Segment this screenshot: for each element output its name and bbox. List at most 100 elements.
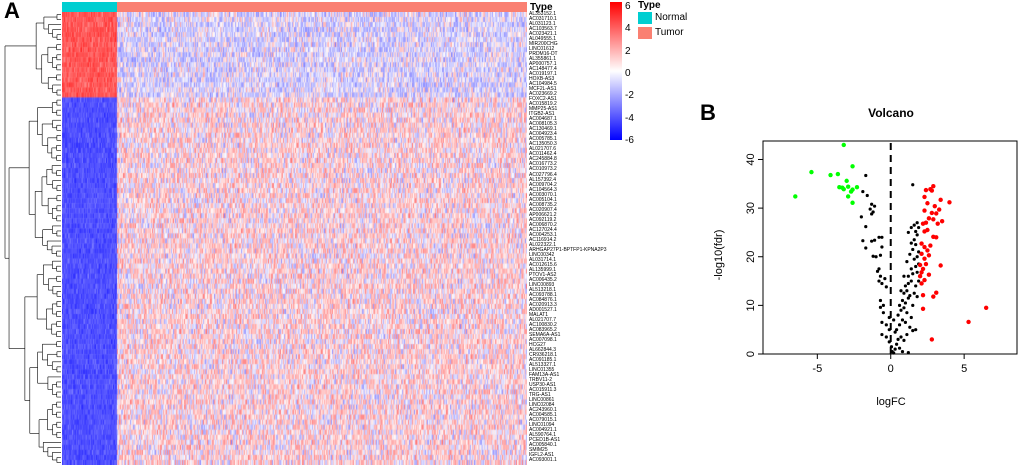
point-up xyxy=(929,188,935,193)
point-down xyxy=(835,171,841,177)
gene-label: AC007098.1 xyxy=(529,337,557,344)
point-up xyxy=(917,273,923,279)
point-ns xyxy=(909,315,913,320)
point-ns xyxy=(887,340,891,344)
gene-label: LINC00893 xyxy=(529,281,555,288)
point-ns xyxy=(915,221,919,225)
point-down xyxy=(850,200,855,205)
row-dendrogram xyxy=(4,14,61,463)
point-ns xyxy=(911,272,915,276)
point-ns xyxy=(911,247,915,252)
point-ns xyxy=(881,303,885,307)
gene-label: AP000757.1 xyxy=(529,61,557,68)
gene-label: AC019197.1 xyxy=(529,71,557,78)
point-ns xyxy=(880,235,884,239)
point-ns xyxy=(908,252,912,256)
gene-label: CR936218.1 xyxy=(529,352,558,359)
type-annotation-bar xyxy=(62,2,527,12)
gene-label: AC091185.1 xyxy=(529,357,557,364)
gene-label: AC005840.1 xyxy=(529,442,557,449)
gene-label: PCED1B-AS1 xyxy=(529,437,561,444)
point-ns xyxy=(880,332,884,337)
annotation-normal xyxy=(62,2,117,12)
point-ns xyxy=(914,242,918,247)
gene-label: AC008105.3 xyxy=(529,121,557,128)
point-down xyxy=(854,184,860,190)
gene-label: AC135050.3 xyxy=(529,141,557,148)
point-up xyxy=(922,208,927,213)
point-ns xyxy=(912,238,916,242)
point-ns xyxy=(914,328,918,332)
gene-label: MCF2L-AS1 xyxy=(529,86,557,93)
gene-label: AC104564.3 xyxy=(529,186,557,193)
point-ns xyxy=(906,274,910,278)
gene-label: MMP25-AS1 xyxy=(529,106,558,113)
point-ns xyxy=(875,269,880,273)
y-tick-label: 40 xyxy=(745,153,757,165)
point-up xyxy=(919,270,924,275)
gene-label: AC012615.6 xyxy=(529,261,557,268)
gene-label: SMIM25 xyxy=(529,447,548,454)
point-up xyxy=(938,263,943,268)
y-tick-label: 0 xyxy=(745,351,757,357)
point-ns xyxy=(871,254,875,258)
gene-label: LINC01355 xyxy=(529,367,555,374)
gene-label: AC015819.2 xyxy=(529,101,557,108)
gene-label: IGFL2-AS1 xyxy=(529,452,555,459)
gene-label: TRG-AS1 xyxy=(529,392,551,399)
point-ns xyxy=(870,239,874,243)
gene-label: AP006621.2 xyxy=(529,211,557,218)
point-ns xyxy=(909,241,913,245)
gene-label: SEMA6A-AS1 xyxy=(529,332,561,338)
point-ns xyxy=(902,306,906,310)
x-tick-label: 5 xyxy=(961,363,967,375)
y-axis-label: -log10(fdr) xyxy=(713,230,725,281)
gene-label: AL662844.3 xyxy=(529,347,556,354)
point-ns xyxy=(906,296,910,300)
point-ns xyxy=(877,235,881,239)
point-ns xyxy=(902,338,906,342)
gene-label: AD001527.1 xyxy=(529,306,557,313)
point-ns xyxy=(903,284,908,288)
point-ns xyxy=(917,225,921,230)
point-up xyxy=(923,220,929,225)
gene-label: AC010973.2 xyxy=(529,166,557,173)
point-down xyxy=(845,194,851,199)
gene-label: USP30-AS1 xyxy=(529,382,556,389)
gene-label: AL031123.1 xyxy=(529,21,556,28)
point-ns xyxy=(899,289,903,293)
point-up xyxy=(919,241,924,246)
point-down xyxy=(850,187,855,192)
gene-label: AC031710.1 xyxy=(529,16,557,23)
panel-b-label: B xyxy=(700,100,716,125)
point-ns xyxy=(864,224,868,229)
legend-swatch-tumor xyxy=(638,27,652,39)
x-axis-label: logFC xyxy=(876,396,905,408)
point-ns xyxy=(874,255,878,259)
y-tick-label: 30 xyxy=(745,202,757,214)
point-down xyxy=(845,184,851,189)
gene-label: AC130469.1 xyxy=(529,126,557,133)
point-ns xyxy=(897,303,902,307)
point-ns xyxy=(911,329,915,333)
point-ns xyxy=(893,330,897,334)
gene-label: AC005785.1 xyxy=(529,136,557,143)
point-ns xyxy=(877,279,881,283)
point-ns xyxy=(909,279,913,283)
point-up xyxy=(934,211,939,216)
gene-label: AC004253.1 xyxy=(529,231,557,238)
gene-label: AC116914.2 xyxy=(529,236,557,243)
point-up xyxy=(929,210,935,216)
gene-label: LINC02084 xyxy=(529,402,555,409)
gene-label: AC004923.4 xyxy=(529,131,557,138)
point-ns xyxy=(896,337,900,342)
point-up xyxy=(922,277,927,283)
gene-label: AC027796.4 xyxy=(529,171,557,178)
point-ns xyxy=(900,318,905,322)
point-ns xyxy=(868,207,872,211)
gene-label: AL021707.6 xyxy=(529,146,556,153)
point-up xyxy=(920,266,926,272)
point-ns xyxy=(893,347,897,351)
point-up xyxy=(926,253,932,258)
